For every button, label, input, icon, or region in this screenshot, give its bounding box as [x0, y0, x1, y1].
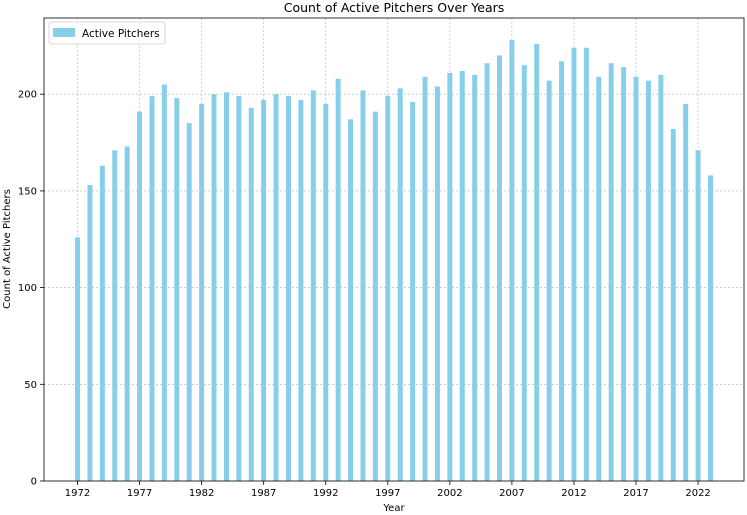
bar [372, 111, 378, 481]
x-tick-label: 1992 [313, 488, 338, 499]
bar [397, 88, 403, 482]
x-axis-ticks: 1972 1977 1982 1987 1992 1997 2002 2007 2012 2017… [65, 481, 711, 499]
bar [695, 150, 701, 482]
bar [211, 94, 217, 481]
bar [683, 103, 689, 481]
bar [87, 185, 93, 481]
bar [310, 90, 316, 481]
bar [273, 94, 279, 481]
chart-title: Count of Active Pitchers Over Years [284, 0, 505, 15]
legend-swatch [53, 28, 75, 37]
bar [99, 165, 105, 481]
bar [75, 237, 80, 481]
x-tick-label: 1982 [189, 488, 214, 499]
bar [571, 47, 577, 481]
bar [286, 96, 291, 481]
bar [497, 55, 502, 482]
bar [521, 65, 527, 482]
y-tick-label: 50 [24, 380, 37, 391]
bar [161, 84, 167, 481]
bar [335, 78, 341, 481]
gridlines [44, 18, 744, 482]
bar [348, 119, 354, 482]
x-tick-label: 1977 [127, 488, 152, 499]
bar [621, 67, 627, 481]
bar [559, 61, 565, 482]
bar [149, 96, 155, 481]
x-axis-label: Year [382, 503, 405, 514]
x-tick-label: 1972 [65, 488, 90, 499]
bar [174, 98, 180, 481]
bar [422, 76, 428, 482]
bar [708, 175, 713, 481]
bar [410, 101, 416, 481]
bar [596, 76, 602, 482]
x-tick-label: 2007 [499, 488, 524, 499]
y-tick-label: 0 [31, 477, 37, 488]
legend-label: Active Pitchers [82, 28, 160, 40]
bar [137, 111, 143, 481]
bar [472, 74, 478, 481]
bar [124, 146, 130, 481]
x-tick-label: 2022 [685, 488, 710, 499]
bar [112, 150, 118, 482]
x-tick-label: 1987 [251, 488, 276, 499]
bar [658, 74, 664, 481]
bar [261, 100, 267, 481]
bar [236, 96, 242, 481]
bar [670, 129, 676, 481]
bar [248, 107, 254, 482]
bar [360, 90, 366, 481]
bar [199, 103, 205, 481]
x-tick-label: 1997 [375, 488, 400, 499]
bar [323, 103, 329, 481]
bar [186, 123, 192, 482]
plot-frame [43, 17, 745, 482]
bars-group [75, 40, 713, 482]
y-tick-label: 150 [18, 186, 37, 197]
y-axis-ticks: 0 50 100 150 200 [18, 90, 44, 488]
x-tick-label: 2012 [561, 488, 586, 499]
y-tick-label: 100 [18, 283, 37, 294]
bar [223, 92, 229, 482]
bar [447, 72, 453, 481]
bar [583, 47, 589, 481]
bar [385, 96, 391, 481]
bar [633, 76, 639, 482]
legend: Active Pitchers [48, 21, 166, 45]
x-tick-label: 2002 [437, 488, 462, 499]
x-tick-label: 2017 [623, 488, 648, 499]
bar [608, 63, 614, 481]
bar [534, 43, 540, 482]
bar [484, 63, 490, 481]
bar [645, 80, 651, 481]
y-tick-label: 200 [18, 90, 37, 101]
bar [298, 100, 304, 481]
legend-box [48, 21, 166, 45]
bar [546, 80, 552, 481]
bar [459, 70, 465, 482]
y-axis-label: Count of Active Pitchers [2, 189, 13, 309]
bar [434, 86, 440, 482]
bar [509, 40, 515, 482]
